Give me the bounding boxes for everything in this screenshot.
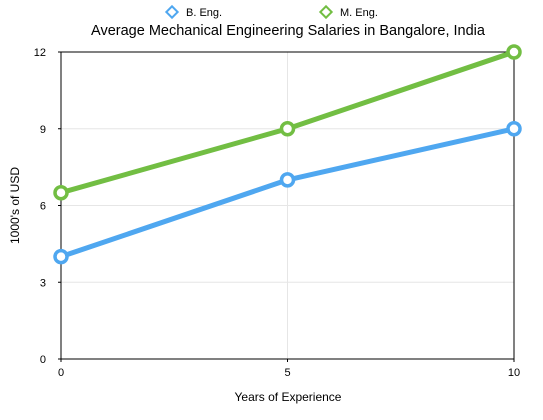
y-tick-label: 3 [40,277,46,289]
data-point [279,172,296,188]
data-point [53,248,69,265]
y-axis-label: 1000's of USD [8,167,22,244]
legend: B. Eng. M. Eng. [164,4,378,20]
y-tick-label: 0 [40,354,46,366]
legend-label-1: M. Eng. [340,7,378,19]
data-point [53,184,69,201]
legend-marker-0 [164,4,180,20]
x-axis-ticks: 0 5 10 [58,359,520,379]
data-point [279,121,296,137]
data-point [506,44,522,60]
y-tick-label: 9 [40,124,46,136]
legend-marker-1 [318,4,334,20]
y-axis-ticks: 0 3 6 9 12 [34,47,61,366]
legend-label-0: B. Eng. [186,7,222,19]
data-point [506,121,522,137]
x-tick-label: 10 [508,367,520,379]
chart-title: Average Mechanical Engineering Salaries … [91,23,486,39]
gridlines [61,52,514,359]
x-tick-label: 0 [58,367,64,379]
x-axis-label: Years of Experience [235,390,342,404]
y-tick-label: 6 [40,201,46,213]
y-tick-label: 12 [34,47,46,59]
series-layer [53,44,522,265]
x-tick-label: 5 [284,367,290,379]
